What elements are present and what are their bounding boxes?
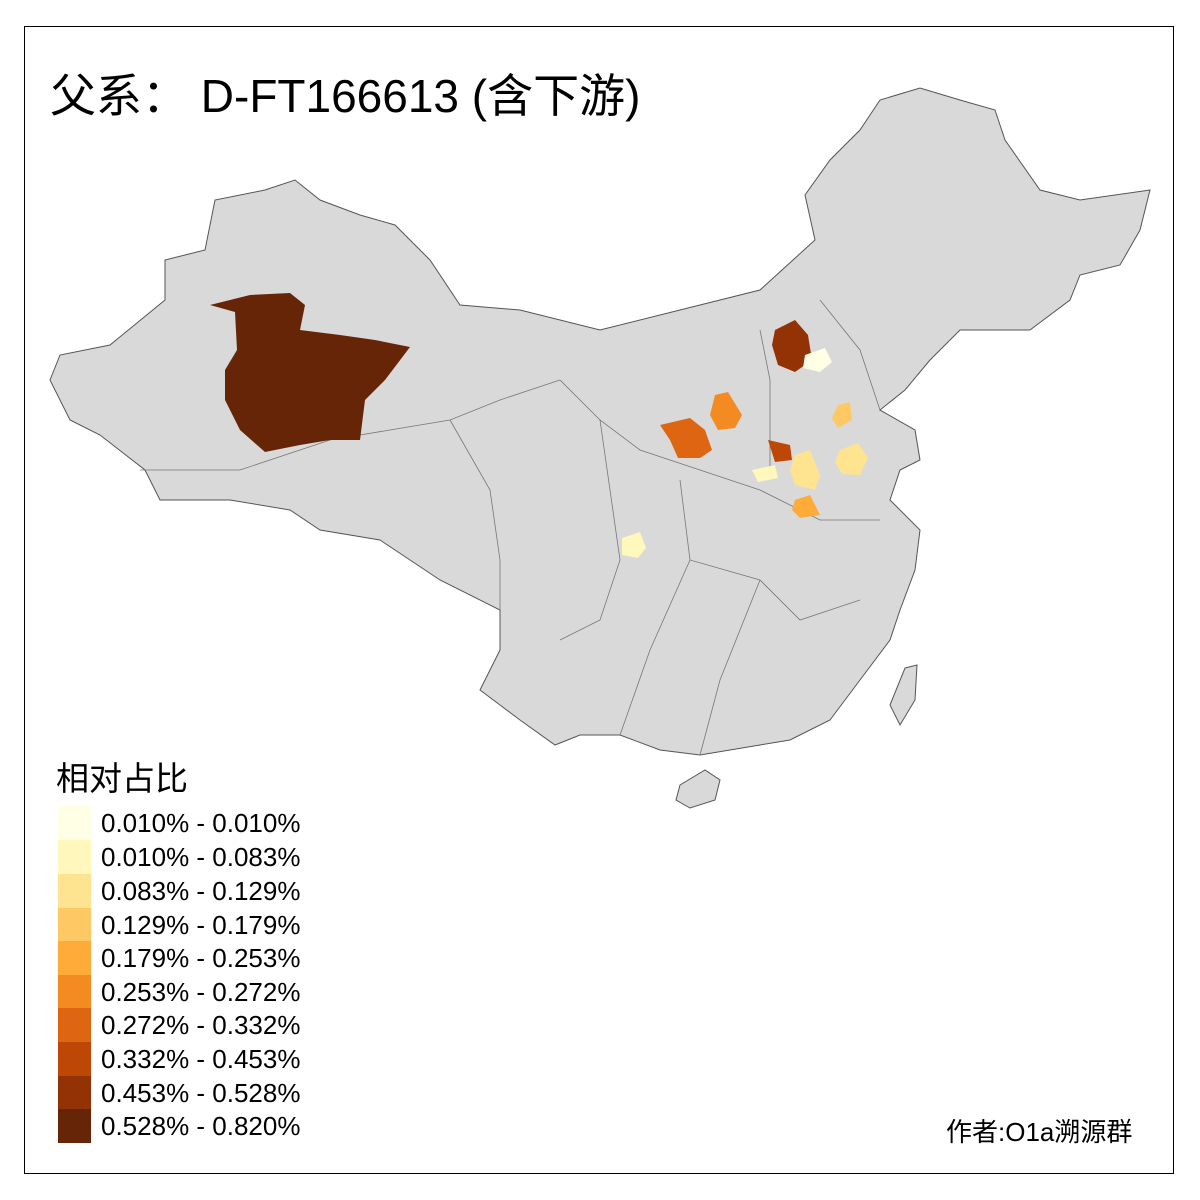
legend-item: 0.010% - 0.010% <box>58 806 358 840</box>
legend-swatch <box>58 806 91 840</box>
region-northern-hebei <box>772 320 812 372</box>
legend-item: 0.179% - 0.253% <box>58 941 358 975</box>
taiwan-island <box>889 664 918 727</box>
legend-label: 0.272% - 0.332% <box>101 1010 301 1040</box>
map-frame <box>24 26 1174 1174</box>
region-henan-west <box>752 465 778 482</box>
legend-label: 0.528% - 0.820% <box>101 1111 301 1141</box>
legend-label: 0.010% - 0.010% <box>101 808 301 838</box>
region-western-xinjiang <box>210 293 410 452</box>
legend-item: 0.453% - 0.528% <box>58 1076 358 1110</box>
legend-label: 0.253% - 0.272% <box>101 977 301 1007</box>
region-beijing <box>803 348 832 372</box>
legend-item: 0.272% - 0.332% <box>58 1008 358 1042</box>
province-borders <box>140 299 881 756</box>
legend-label: 0.010% - 0.083% <box>101 842 301 872</box>
legend-label: 0.332% - 0.453% <box>101 1044 301 1074</box>
region-northern-shanxi <box>710 392 742 430</box>
region-henan-east <box>790 450 820 490</box>
legend-label: 0.083% - 0.129% <box>101 876 301 906</box>
legend-item: 0.129% - 0.179% <box>58 908 358 942</box>
hainan-island <box>675 769 721 809</box>
legend-swatch <box>58 941 91 975</box>
region-sichuan-east <box>622 532 646 558</box>
region-western-shanxi <box>660 418 712 458</box>
legend-item: 0.332% - 0.453% <box>58 1042 358 1076</box>
legend-swatch <box>58 840 91 874</box>
legend-swatch <box>58 1042 91 1076</box>
legend-swatch <box>58 908 91 942</box>
legend-swatch <box>58 975 91 1009</box>
legend-swatch <box>58 1076 91 1110</box>
legend-swatch <box>58 874 91 908</box>
legend-item: 0.010% - 0.083% <box>58 840 358 874</box>
region-shandong-central <box>835 443 868 475</box>
legend-title: 相对占比 <box>56 759 188 798</box>
region-southern-shanxi <box>768 440 792 462</box>
legend-swatch <box>58 1008 91 1042</box>
region-central-henan <box>792 495 820 518</box>
legend-item: 0.253% - 0.272% <box>58 975 358 1009</box>
author-credit: 作者:O1a溯源群 <box>946 1117 1133 1147</box>
legend-label: 0.129% - 0.179% <box>101 910 301 940</box>
legend-label: 0.453% - 0.528% <box>101 1078 301 1108</box>
legend-item: 0.528% - 0.820% <box>58 1109 358 1143</box>
map-title: 父系： D-FT166613 (含下游) <box>50 70 641 122</box>
legend-label: 0.179% - 0.253% <box>101 943 301 973</box>
legend-item: 0.083% - 0.129% <box>58 874 358 908</box>
region-shandong-north <box>832 402 852 428</box>
legend-swatch <box>58 1109 91 1143</box>
